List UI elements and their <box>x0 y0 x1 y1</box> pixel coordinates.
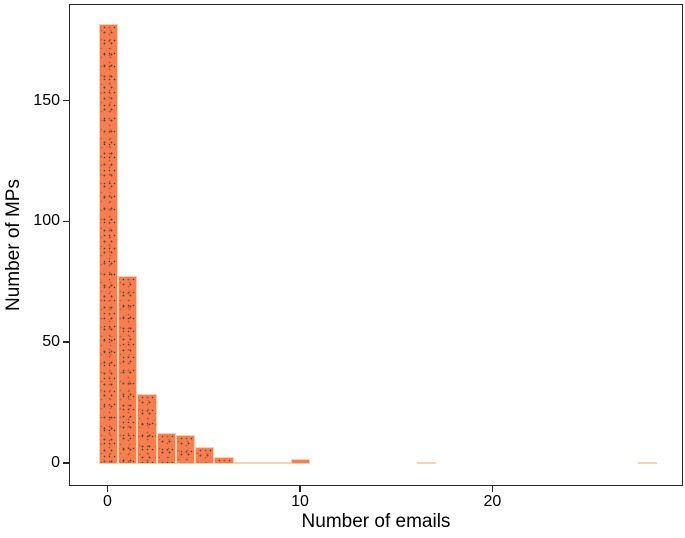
histogram-bar <box>98 24 119 464</box>
bars-layer <box>70 5 682 485</box>
x-axis-tick-mark <box>299 486 301 492</box>
histogram-bar <box>175 435 196 465</box>
y-axis-tick-label: 100 <box>33 212 60 230</box>
histogram-bar <box>291 459 311 464</box>
histogram-bar <box>214 456 234 464</box>
x-axis-title: Number of emails <box>301 511 451 532</box>
plot-panel <box>69 4 683 486</box>
x-axis-tick-label: 0 <box>103 493 112 510</box>
x-axis-tick-mark <box>106 486 109 492</box>
x-axis-tick-label: 20 <box>483 493 502 510</box>
y-axis-tick-mark <box>62 341 69 343</box>
histogram-bar <box>118 275 138 465</box>
histogram-bar <box>252 461 273 464</box>
y-axis-tick-mark <box>62 99 69 102</box>
histogram-bar <box>637 461 657 464</box>
x-axis-tick-mark <box>491 486 494 492</box>
histogram-bar <box>272 461 292 464</box>
x-axis-tick-label: 10 <box>291 493 309 510</box>
histogram-bar <box>195 447 215 464</box>
histogram-bar <box>137 394 157 465</box>
y-axis-tick-mark <box>62 220 69 223</box>
histogram-bar <box>416 461 436 464</box>
y-axis-tick-label: 50 <box>42 333 60 351</box>
y-axis-tick-label: 0 <box>51 454 60 471</box>
y-axis-tick-label: 150 <box>33 91 60 109</box>
histogram-bar <box>233 461 253 464</box>
histogram-bar <box>156 432 176 464</box>
y-axis-title: Number of MPs <box>3 179 24 311</box>
y-axis-tick-mark <box>62 462 69 464</box>
